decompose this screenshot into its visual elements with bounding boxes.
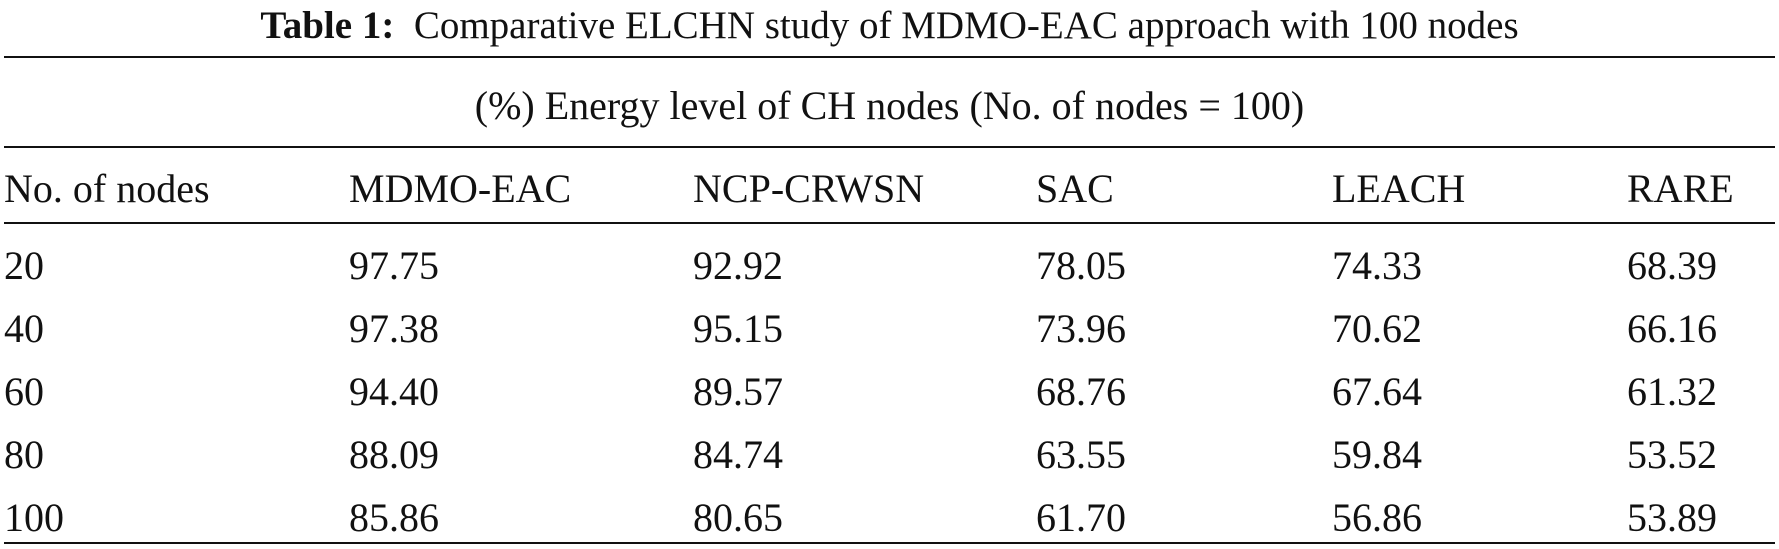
top-rule — [4, 56, 1775, 58]
header-no-of-nodes: No. of nodes — [4, 166, 210, 211]
table-cell: 61.70 — [1036, 495, 1126, 540]
table-cell: 94.40 — [349, 369, 439, 414]
table-cell: 92.92 — [693, 243, 783, 288]
table-cell: 40 — [4, 306, 44, 351]
table-header-row: No. of nodes MDMO-EAC NCP-CRWSN SAC LEAC… — [4, 154, 1775, 224]
table-caption: Table 1: Comparative ELCHN study of MDMO… — [0, 0, 1779, 56]
table-cell: 53.89 — [1627, 495, 1717, 540]
table-cell: 67.64 — [1332, 369, 1422, 414]
bottom-rule — [4, 542, 1775, 544]
table-cell: 53.52 — [1627, 432, 1717, 477]
header-rare: RARE — [1627, 166, 1734, 211]
table-cell: 97.38 — [349, 306, 439, 351]
table-cell: 60 — [4, 369, 44, 414]
table-cell: 80 — [4, 432, 44, 477]
table-cell: 78.05 — [1036, 243, 1126, 288]
table-cell: 63.55 — [1036, 432, 1126, 477]
table-cell: 59.84 — [1332, 432, 1422, 477]
caption-label: Table 1: — [260, 4, 395, 47]
table-row: 80 88.09 84.74 63.55 59.84 53.52 — [4, 423, 1775, 486]
header-rule — [4, 222, 1775, 224]
data-table: No. of nodes MDMO-EAC NCP-CRWSN SAC LEAC… — [4, 154, 1775, 549]
table-cell: 80.65 — [693, 495, 783, 540]
table-cell: 66.16 — [1627, 306, 1717, 351]
table-cell: 68.39 — [1627, 243, 1717, 288]
table-row: 20 97.75 92.92 78.05 74.33 68.39 — [4, 224, 1775, 297]
header-leach: LEACH — [1332, 166, 1466, 211]
table-cell: 85.86 — [349, 495, 439, 540]
table-cell: 68.76 — [1036, 369, 1126, 414]
table-cell: 74.33 — [1332, 243, 1422, 288]
header-mdmo-eac: MDMO-EAC — [349, 166, 572, 211]
table-cell: 89.57 — [693, 369, 783, 414]
table-cell: 20 — [4, 243, 44, 288]
table-cell: 56.86 — [1332, 495, 1422, 540]
caption-text: Comparative ELCHN study of MDMO-EAC appr… — [413, 4, 1519, 47]
table-cell: 61.32 — [1627, 369, 1717, 414]
table-row: 40 97.38 95.15 73.96 70.62 66.16 — [4, 297, 1775, 360]
table-cell: 88.09 — [349, 432, 439, 477]
table-cell: 84.74 — [693, 432, 783, 477]
table-cell: 100 — [4, 495, 64, 540]
table-row: 100 85.86 80.65 61.70 56.86 53.89 — [4, 486, 1775, 549]
table-row: 60 94.40 89.57 68.76 67.64 61.32 — [4, 360, 1775, 423]
table-cell: 70.62 — [1332, 306, 1422, 351]
header-ncp-crwsn: NCP-CRWSN — [693, 166, 925, 211]
header-sac: SAC — [1036, 166, 1114, 211]
table-subtitle: (%) Energy level of CH nodes (No. of nod… — [474, 83, 1305, 128]
subtitle-rule — [4, 146, 1775, 148]
table-cell: 97.75 — [349, 243, 439, 288]
table-cell: 73.96 — [1036, 306, 1126, 351]
table-cell: 95.15 — [693, 306, 783, 351]
